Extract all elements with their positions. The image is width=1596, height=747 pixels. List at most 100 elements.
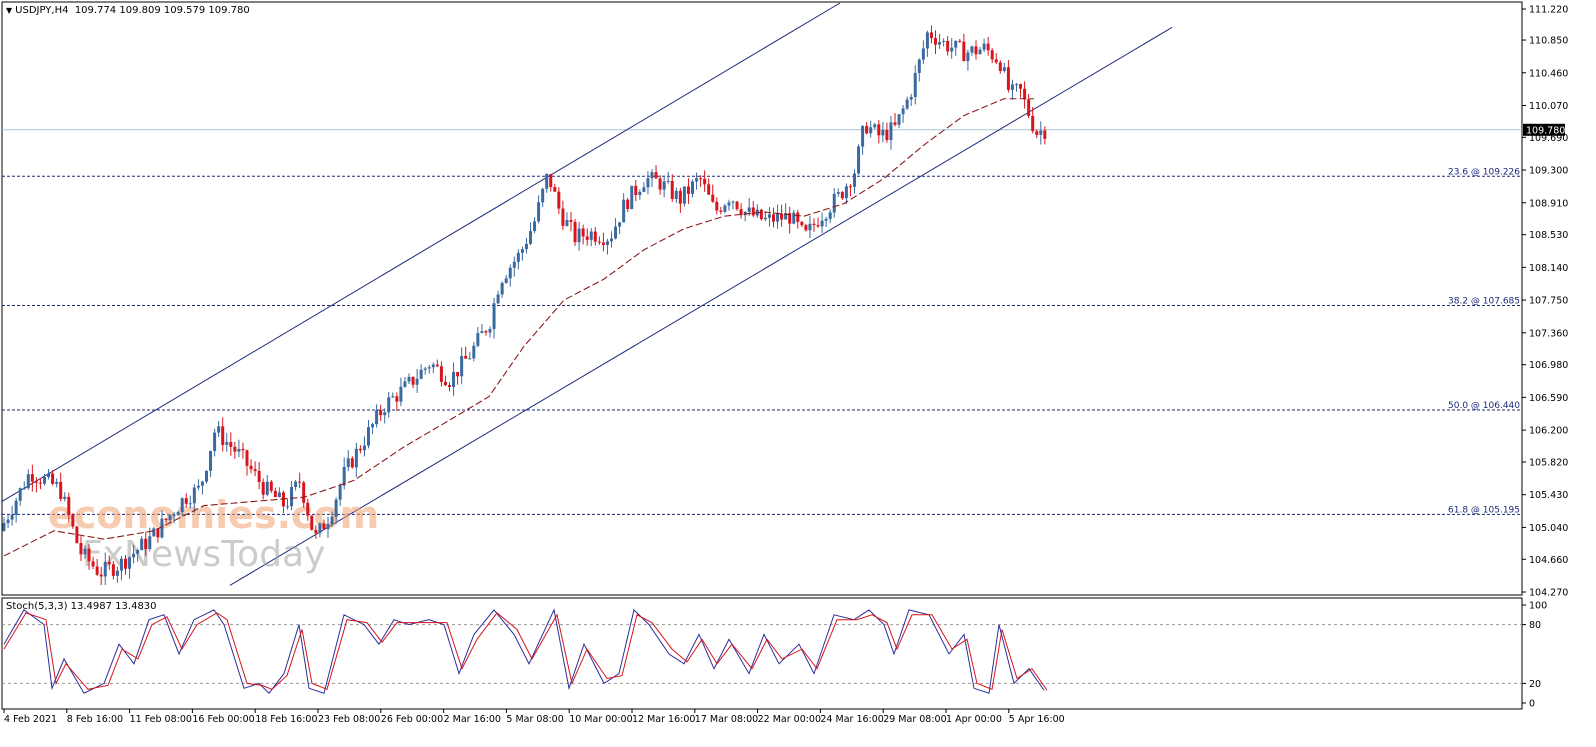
candle-body (387, 397, 391, 413)
candle-body (784, 213, 788, 220)
candle-body (520, 249, 524, 253)
candle-body (682, 186, 686, 204)
stoch-tick-label: 0 (1529, 699, 1535, 710)
candle-body (91, 561, 95, 567)
candle-body (593, 231, 597, 242)
candle-body (1031, 115, 1035, 132)
candle-body (508, 267, 512, 279)
candle-body (464, 355, 468, 359)
candle-body (480, 331, 484, 334)
candle-body (699, 178, 703, 180)
candle-body (950, 47, 954, 52)
candle-body (107, 561, 111, 565)
candle-body (654, 172, 658, 179)
candle-body (634, 185, 638, 196)
candle-body (484, 331, 488, 333)
candle-body (763, 217, 767, 220)
candle-body (379, 410, 383, 416)
candle-body (302, 482, 306, 503)
candle-body (164, 518, 168, 521)
candle-body (342, 467, 346, 486)
candle-body (966, 52, 970, 62)
candle-body (273, 490, 277, 498)
candle-body (205, 470, 208, 482)
candle-body (865, 126, 869, 134)
candle-body (407, 376, 411, 382)
candle-body (1043, 130, 1047, 139)
candle-body (435, 364, 439, 367)
price-tick-label: 109.300 (1529, 166, 1568, 177)
candle-body (776, 213, 780, 222)
candle-body (492, 303, 496, 330)
candle-body (172, 515, 176, 517)
candle-body (176, 512, 180, 516)
dropdown-arrow-icon[interactable]: ▼ (6, 6, 13, 15)
price-tick-label: 110.850 (1529, 36, 1568, 47)
candle-body (934, 38, 937, 45)
price-tick-label: 104.660 (1529, 555, 1568, 566)
candle-body (622, 199, 626, 223)
candle-body (476, 333, 480, 346)
candle-body (322, 523, 326, 530)
price-axis: 111.220 110.850 110.460 110.070 109.690 109.3… (1522, 5, 1568, 599)
fibonacci-levels[interactable]: 23.6 @ 109.226 38.2 @ 107.685 50.0 @ 106.4… (2, 167, 1522, 515)
candle-body (326, 524, 330, 530)
candle-body (938, 42, 942, 45)
time-tick-label: 17 Mar 08:00 (695, 714, 758, 725)
candle-body (759, 209, 763, 220)
candle-body (431, 364, 435, 368)
candle-body (188, 503, 192, 505)
candle-body (362, 445, 366, 451)
candle-body (257, 470, 261, 483)
candle-body (200, 481, 204, 486)
moving-average-line (3, 98, 1034, 557)
candle-body (917, 59, 921, 73)
candle-body (306, 502, 310, 516)
candle-body (553, 187, 557, 192)
price-pane (1, 1, 1523, 596)
candle-body (581, 228, 585, 237)
candle-body (34, 481, 38, 483)
candle-body (873, 124, 877, 128)
candle-body (63, 496, 67, 499)
candle-body (119, 558, 123, 571)
time-tick-label: 2 Mar 16:00 (444, 714, 501, 725)
candle-body (577, 228, 581, 243)
candle-body (792, 212, 796, 224)
candle-body (310, 515, 314, 530)
candle-body (395, 396, 399, 402)
candle-body (516, 252, 520, 262)
candle-body (403, 381, 407, 387)
candle-body (658, 178, 662, 190)
stoch-signal-line (3, 612, 1048, 691)
candle-body (124, 558, 127, 569)
candle-body (415, 378, 419, 385)
candle-body (237, 448, 241, 452)
candle-body (877, 124, 881, 136)
candle-body (978, 49, 982, 55)
ohlc-values: 109.774 109.809 109.579 109.780 (74, 5, 250, 16)
price-tick-label: 111.220 (1529, 5, 1568, 16)
candle-body (26, 474, 30, 489)
candle-body (711, 194, 715, 202)
candle-body (160, 518, 164, 538)
candle-body (524, 243, 528, 250)
stochastic-pane: 100 80 20 0 (1, 597, 1547, 710)
candle-body (848, 186, 852, 188)
price-tick-label: 108.140 (1529, 263, 1568, 274)
candle-body (601, 242, 605, 245)
candle-body (233, 446, 237, 452)
candle-body (265, 481, 269, 495)
price-channel[interactable] (1, 2, 1173, 586)
candle-body (30, 474, 34, 482)
candle-body (213, 432, 217, 451)
candle-body (723, 205, 727, 212)
candle-body (703, 178, 707, 185)
candle-body (1039, 130, 1043, 135)
candle-body (371, 424, 375, 428)
candle-body (241, 448, 245, 451)
price-tick-label: 105.820 (1529, 457, 1568, 468)
time-tick-label: 5 Apr 16:00 (1009, 714, 1065, 725)
